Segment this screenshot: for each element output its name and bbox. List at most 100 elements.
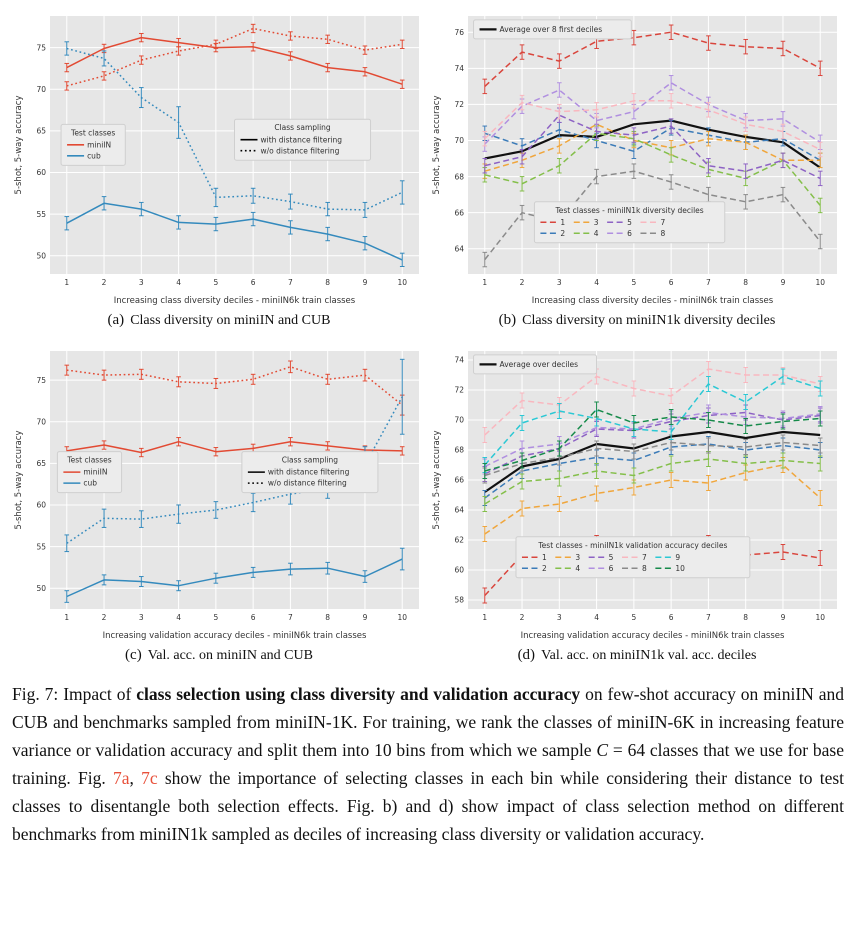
svg-text:7: 7 <box>642 553 647 562</box>
svg-text:5: 5 <box>213 278 218 287</box>
subcaption-a-text: Class diversity on miniIN and CUB <box>130 313 331 328</box>
svg-text:4: 4 <box>176 613 181 622</box>
svg-text:3: 3 <box>594 218 599 227</box>
svg-text:6: 6 <box>609 564 614 573</box>
svg-text:Test classes - miniIN1k divers: Test classes - miniIN1k diversity decile… <box>554 206 703 215</box>
svg-text:55: 55 <box>36 210 46 219</box>
svg-text:5-shot, 5-way accuracy: 5-shot, 5-way accuracy <box>432 431 442 530</box>
svg-text:72: 72 <box>454 100 464 109</box>
svg-text:miniIN: miniIN <box>87 140 111 149</box>
svg-text:75: 75 <box>36 376 46 385</box>
svg-text:7: 7 <box>660 218 665 227</box>
svg-text:1: 1 <box>482 613 487 622</box>
svg-text:Increasing class diversity dec: Increasing class diversity deciles - min… <box>532 296 774 306</box>
caption-math-c: C <box>596 740 609 760</box>
svg-text:10: 10 <box>397 613 407 622</box>
subfigure-b: 1 2 3 4 5 6 7 8 9 10 64 66 68 70 72 74 76 Increasing clas… <box>428 8 846 329</box>
svg-text:8: 8 <box>660 229 665 238</box>
svg-text:3: 3 <box>139 278 144 287</box>
svg-text:2: 2 <box>102 613 107 622</box>
svg-text:1: 1 <box>64 613 69 622</box>
svg-text:Test classes: Test classes <box>70 128 115 137</box>
svg-text:8: 8 <box>743 278 748 287</box>
svg-text:Test classes: Test classes <box>66 456 111 465</box>
svg-text:66: 66 <box>454 208 464 217</box>
svg-text:64: 64 <box>454 506 464 515</box>
svg-text:60: 60 <box>36 168 46 177</box>
svg-text:w/o distance filtering: w/o distance filtering <box>261 146 340 155</box>
svg-text:4: 4 <box>594 278 599 287</box>
svg-text:76: 76 <box>454 28 464 37</box>
figure-caption: Fig. 7: Impact of class selection using … <box>12 680 844 848</box>
svg-text:70: 70 <box>454 136 464 145</box>
svg-text:4: 4 <box>594 613 599 622</box>
svg-text:6: 6 <box>627 229 632 238</box>
svg-text:6: 6 <box>251 613 256 622</box>
svg-text:7: 7 <box>706 278 711 287</box>
svg-text:4: 4 <box>594 229 599 238</box>
svg-text:60: 60 <box>36 501 46 510</box>
svg-text:50: 50 <box>36 584 46 593</box>
svg-text:5-shot, 5-way accuracy: 5-shot, 5-way accuracy <box>432 96 442 195</box>
svg-text:5: 5 <box>609 553 614 562</box>
svg-text:2: 2 <box>102 278 107 287</box>
svg-text:2: 2 <box>560 229 565 238</box>
svg-text:7: 7 <box>288 613 293 622</box>
caption-part-intro: Fig. 7: Impact of <box>12 684 137 704</box>
svg-text:72: 72 <box>454 386 464 395</box>
subcaption-c: (c) Val. acc. on miniIN and CUB <box>10 647 428 664</box>
svg-text:3: 3 <box>139 613 144 622</box>
svg-text:cub: cub <box>87 151 101 160</box>
svg-text:cub: cub <box>83 479 97 488</box>
svg-text:10: 10 <box>815 613 825 622</box>
svg-text:5: 5 <box>631 278 636 287</box>
subcaption-c-tag: (c) <box>125 647 142 663</box>
svg-text:70: 70 <box>36 417 46 426</box>
svg-text:8: 8 <box>325 613 330 622</box>
svg-text:with distance filtering: with distance filtering <box>261 135 343 144</box>
svg-text:9: 9 <box>675 553 680 562</box>
caption-part-body3: show the importance of selecting classes… <box>12 768 845 844</box>
subcaption-d: (d) Val. acc. on miniIN1k val. acc. decil… <box>428 647 846 664</box>
svg-text:1: 1 <box>560 218 565 227</box>
subcaption-d-text: Val. acc. on miniIN1k val. acc. deciles <box>541 648 757 663</box>
svg-text:2: 2 <box>542 564 547 573</box>
svg-text:w/o distance filtering: w/o distance filtering <box>268 479 347 488</box>
caption-part-comma: , <box>129 768 142 788</box>
svg-text:9: 9 <box>781 278 786 287</box>
svg-text:4: 4 <box>575 564 580 573</box>
caption-part-bold: class selection using class diversity an… <box>136 684 581 704</box>
svg-text:1: 1 <box>542 553 547 562</box>
svg-text:64: 64 <box>454 244 464 253</box>
caption-ref-7c[interactable]: 7c <box>141 768 158 788</box>
svg-text:Increasing validation accuracy: Increasing validation accuracy deciles -… <box>521 631 785 641</box>
subcaption-d-tag: (d) <box>517 647 536 663</box>
svg-text:4: 4 <box>176 278 181 287</box>
svg-text:50: 50 <box>36 251 46 260</box>
svg-text:Average over deciles: Average over deciles <box>500 360 579 369</box>
svg-text:9: 9 <box>363 613 368 622</box>
svg-text:8: 8 <box>743 613 748 622</box>
svg-text:Increasing class diversity dec: Increasing class diversity deciles - min… <box>114 296 356 306</box>
svg-text:74: 74 <box>454 356 464 365</box>
caption-part-body2: = 64 classes that we use for base traini… <box>12 740 844 788</box>
svg-text:1: 1 <box>482 278 487 287</box>
chart-c-val-acc-miniin-cub: 1 2 3 4 5 6 7 8 9 10 50 55 60 65 70 75 Increasing valida… <box>14 351 419 641</box>
svg-text:9: 9 <box>781 613 786 622</box>
subfigure-c: 1 2 3 4 5 6 7 8 9 10 50 55 60 65 70 75 Increasing valida… <box>10 343 428 664</box>
svg-text:3: 3 <box>557 278 562 287</box>
svg-text:75: 75 <box>36 43 46 52</box>
subcaption-b: (b) Class diversity on miniIN1k diversity… <box>428 312 846 329</box>
subcaption-a: (a) Class diversity on miniIN and CUB <box>10 312 428 329</box>
svg-text:9: 9 <box>363 278 368 287</box>
svg-text:2: 2 <box>520 278 525 287</box>
svg-text:5: 5 <box>631 613 636 622</box>
svg-text:7: 7 <box>706 613 711 622</box>
svg-text:66: 66 <box>454 476 464 485</box>
subcaption-b-tag: (b) <box>498 312 517 328</box>
svg-text:5: 5 <box>213 613 218 622</box>
svg-text:Class sampling: Class sampling <box>282 456 339 465</box>
svg-text:70: 70 <box>454 416 464 425</box>
caption-ref-7a[interactable]: 7a <box>112 768 130 788</box>
